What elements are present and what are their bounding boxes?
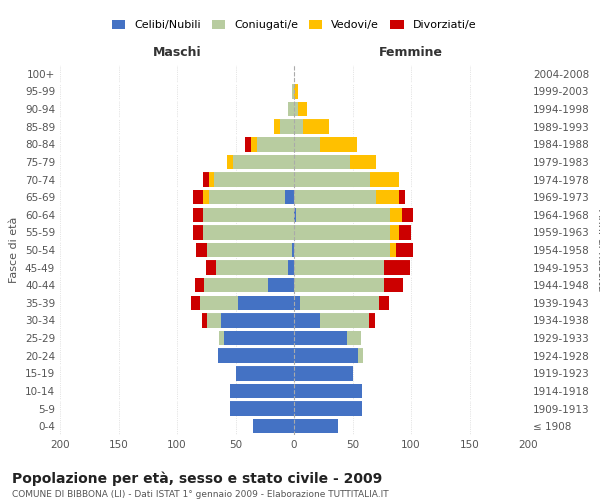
Bar — [294, 348, 358, 363]
Bar — [203, 190, 209, 204]
Bar — [390, 243, 396, 257]
Bar — [294, 225, 390, 240]
Bar — [202, 314, 208, 328]
Bar — [296, 208, 390, 222]
Bar — [253, 419, 294, 434]
Bar — [350, 154, 376, 169]
Bar — [274, 120, 280, 134]
Bar — [193, 190, 203, 204]
Bar — [280, 120, 294, 134]
Bar — [379, 296, 389, 310]
Bar — [194, 278, 204, 292]
Bar — [400, 190, 405, 204]
Bar — [288, 102, 294, 117]
Bar — [204, 278, 268, 292]
Bar — [230, 402, 294, 416]
Bar — [294, 208, 296, 222]
Bar — [294, 190, 376, 204]
Bar — [233, 154, 294, 169]
Bar — [227, 154, 233, 169]
Bar — [320, 314, 369, 328]
Bar — [268, 278, 294, 292]
Y-axis label: Fasce di età: Fasce di età — [10, 217, 19, 283]
Bar — [203, 172, 209, 186]
Bar — [320, 137, 357, 152]
Bar — [251, 137, 257, 152]
Bar — [292, 84, 294, 98]
Bar — [284, 190, 294, 204]
Bar — [208, 243, 292, 257]
Bar — [294, 331, 347, 345]
Bar — [400, 225, 411, 240]
Bar — [390, 208, 401, 222]
Bar — [221, 314, 294, 328]
Bar — [196, 243, 208, 257]
Bar — [370, 172, 400, 186]
Bar — [294, 419, 338, 434]
Bar — [376, 190, 400, 204]
Bar — [294, 154, 350, 169]
Bar — [209, 172, 214, 186]
Bar — [294, 278, 384, 292]
Bar — [347, 331, 361, 345]
Bar — [298, 102, 307, 117]
Bar — [304, 120, 329, 134]
Bar — [292, 243, 294, 257]
Bar — [384, 278, 403, 292]
Bar — [294, 402, 362, 416]
Text: Maschi: Maschi — [152, 46, 202, 59]
Bar — [200, 296, 238, 310]
Bar — [245, 137, 251, 152]
Bar — [294, 260, 384, 275]
Bar — [215, 260, 288, 275]
Bar — [294, 137, 320, 152]
Bar — [224, 331, 294, 345]
Bar — [294, 102, 298, 117]
Bar — [294, 296, 300, 310]
Bar — [288, 260, 294, 275]
Bar — [294, 120, 304, 134]
Bar — [218, 348, 294, 363]
Legend: Celibi/Nubili, Coniugati/e, Vedovi/e, Divorziati/e: Celibi/Nubili, Coniugati/e, Vedovi/e, Di… — [107, 15, 481, 34]
Bar — [369, 314, 375, 328]
Bar — [203, 208, 294, 222]
Bar — [238, 296, 294, 310]
Bar — [401, 208, 413, 222]
Bar — [358, 348, 363, 363]
Bar — [300, 296, 379, 310]
Bar — [384, 260, 410, 275]
Bar — [257, 137, 294, 152]
Bar — [294, 172, 370, 186]
Bar — [206, 260, 215, 275]
Bar — [219, 331, 224, 345]
Bar — [390, 225, 400, 240]
Bar — [230, 384, 294, 398]
Bar — [193, 208, 203, 222]
Bar — [294, 314, 320, 328]
Bar — [294, 366, 353, 380]
Bar — [294, 384, 362, 398]
Bar — [396, 243, 413, 257]
Text: COMUNE DI BIBBONA (LI) - Dati ISTAT 1° gennaio 2009 - Elaborazione TUTTITALIA.IT: COMUNE DI BIBBONA (LI) - Dati ISTAT 1° g… — [12, 490, 389, 499]
Bar — [209, 190, 284, 204]
Bar — [294, 243, 390, 257]
Bar — [294, 84, 298, 98]
Bar — [208, 314, 221, 328]
Text: Femmine: Femmine — [379, 46, 443, 59]
Text: Popolazione per età, sesso e stato civile - 2009: Popolazione per età, sesso e stato civil… — [12, 472, 382, 486]
Bar — [203, 225, 294, 240]
Bar — [191, 296, 200, 310]
Y-axis label: Anni di nascita: Anni di nascita — [596, 209, 600, 291]
Bar — [235, 366, 294, 380]
Bar — [193, 225, 203, 240]
Bar — [214, 172, 294, 186]
